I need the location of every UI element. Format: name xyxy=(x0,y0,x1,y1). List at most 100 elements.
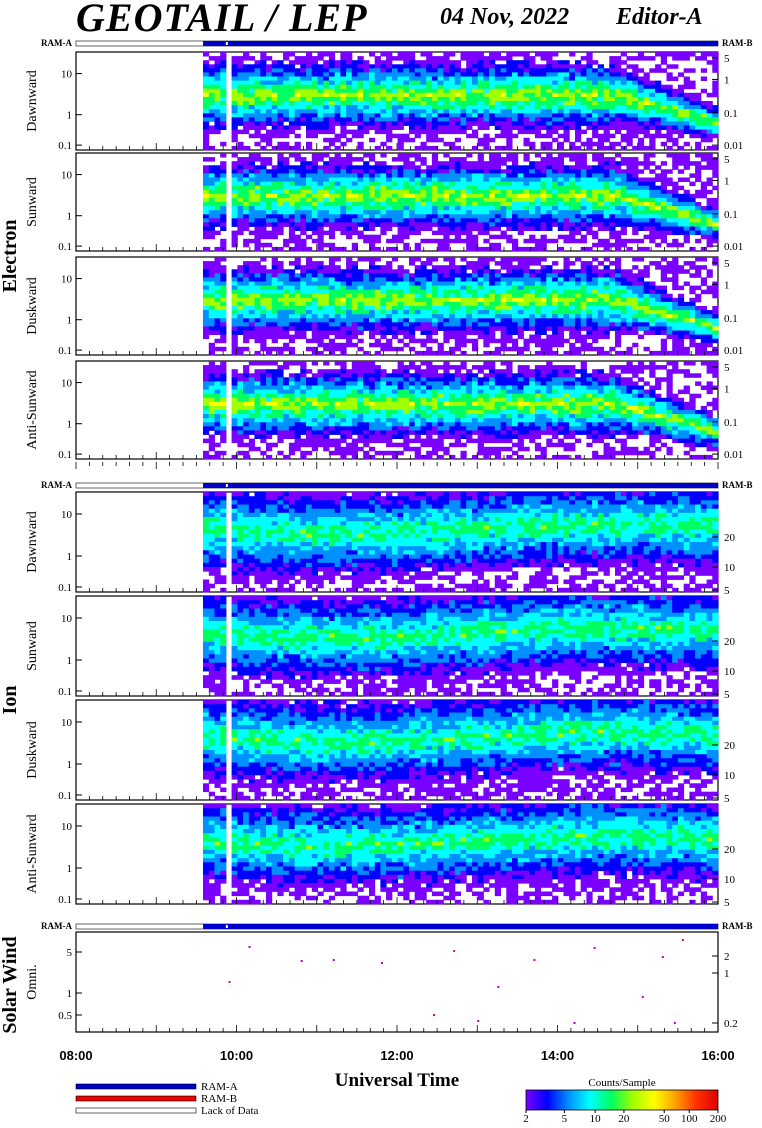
heatmap-cell xyxy=(363,277,370,282)
heatmap-cell xyxy=(557,273,564,278)
heatmap-cell xyxy=(420,289,427,295)
heatmap-cell xyxy=(369,289,376,295)
heatmap-cell xyxy=(569,117,576,122)
heatmap-cell xyxy=(294,189,301,195)
heatmap-cell xyxy=(220,310,227,315)
heatmap-cell xyxy=(328,193,336,199)
heatmap-cell xyxy=(317,222,324,227)
heatmap-cell xyxy=(288,113,296,118)
heatmap-cell xyxy=(677,72,685,77)
heatmap-cell xyxy=(512,92,519,98)
heatmap-cell xyxy=(632,64,639,69)
heatmap-cell xyxy=(431,285,439,291)
heatmap-cell xyxy=(266,157,273,162)
heatmap-cell xyxy=(546,238,553,244)
heatmap-cell xyxy=(260,293,267,299)
heatmap-cell xyxy=(632,161,639,166)
heatmap-cell xyxy=(546,141,553,147)
heatmap-cell xyxy=(580,96,587,102)
heatmap-cell xyxy=(494,113,501,118)
heatmap-cell xyxy=(397,269,404,274)
heatmap-cell xyxy=(597,177,604,182)
heatmap-cell xyxy=(603,76,610,81)
heatmap-cell xyxy=(500,64,507,69)
heatmap-cell xyxy=(592,210,599,215)
heatmap-cell xyxy=(706,226,713,231)
heatmap-cell xyxy=(254,92,261,98)
heatmap-cell xyxy=(609,185,616,191)
heatmap-cell xyxy=(357,322,364,327)
heatmap-cell xyxy=(609,157,616,162)
heatmap-cell xyxy=(306,281,313,286)
heatmap-cell xyxy=(414,310,421,315)
heatmap-cell xyxy=(243,88,250,94)
heatmap-cell xyxy=(271,261,278,266)
heatmap-cell xyxy=(266,206,273,211)
heatmap-cell xyxy=(409,125,416,130)
heatmap-cell xyxy=(534,277,542,282)
heatmap-cell xyxy=(443,181,450,187)
heatmap-cell xyxy=(351,105,358,110)
heatmap-cell xyxy=(489,202,496,207)
heatmap-cell xyxy=(506,137,513,143)
heatmap-cell xyxy=(340,301,347,307)
heatmap-cell xyxy=(231,133,238,139)
heatmap-cell xyxy=(391,281,399,286)
heatmap-cell xyxy=(346,206,353,211)
heatmap-cell xyxy=(300,202,307,207)
heatmap-cell xyxy=(403,322,410,327)
heatmap-cell xyxy=(523,137,530,143)
heatmap-cell xyxy=(346,306,353,311)
heatmap-cell xyxy=(369,185,376,191)
heatmap-cell xyxy=(277,218,284,223)
heatmap-cell xyxy=(500,297,507,303)
heatmap-cell xyxy=(414,84,421,90)
heatmap-cell xyxy=(489,234,496,240)
heatmap-cell xyxy=(271,269,278,274)
heatmap-cell xyxy=(254,165,261,170)
heatmap-cell xyxy=(454,301,461,307)
heatmap-cell xyxy=(477,101,484,106)
heatmap-cell xyxy=(460,165,467,170)
heatmap-cell xyxy=(672,92,679,98)
heatmap-cell xyxy=(220,326,227,331)
heatmap-cell xyxy=(540,234,547,240)
heatmap-cell xyxy=(580,218,587,223)
heatmap-cell xyxy=(517,60,524,65)
heatmap-cell xyxy=(323,72,330,77)
heatmap-cell xyxy=(426,56,433,61)
heatmap-cell xyxy=(203,133,210,139)
heatmap-cell xyxy=(695,189,702,195)
heatmap-cell xyxy=(626,105,633,110)
heatmap-cell xyxy=(523,322,530,327)
heatmap-cell xyxy=(328,121,336,126)
heatmap-cell xyxy=(660,52,667,57)
heatmap-cell xyxy=(689,105,696,110)
heatmap-cell xyxy=(328,226,336,231)
heatmap-cell xyxy=(546,293,553,299)
heatmap-cell xyxy=(288,80,296,86)
heatmap-cell xyxy=(369,84,376,90)
heatmap-cell xyxy=(294,222,301,227)
heatmap-cell xyxy=(369,273,376,278)
heatmap-cell xyxy=(712,60,719,65)
heatmap-cell xyxy=(420,193,427,199)
heatmap-cell xyxy=(386,72,393,77)
heatmap-cell xyxy=(483,334,490,340)
heatmap-cell xyxy=(243,145,250,151)
heatmap-cell xyxy=(523,206,530,211)
heatmap-cell xyxy=(620,60,627,65)
heatmap-cell xyxy=(260,96,267,102)
heatmap-cell xyxy=(231,301,238,307)
heatmap-cell xyxy=(403,173,410,178)
heatmap-cell xyxy=(712,52,719,57)
heatmap-cell xyxy=(460,202,467,207)
heatmap-cell xyxy=(294,218,301,223)
heatmap-cell xyxy=(454,269,461,274)
heatmap-cell xyxy=(208,273,215,278)
heatmap-cell xyxy=(369,226,376,231)
heatmap-cell xyxy=(517,185,524,191)
heatmap-cell xyxy=(557,157,564,162)
heatmap-cell xyxy=(472,222,479,227)
heatmap-cell xyxy=(466,226,473,231)
